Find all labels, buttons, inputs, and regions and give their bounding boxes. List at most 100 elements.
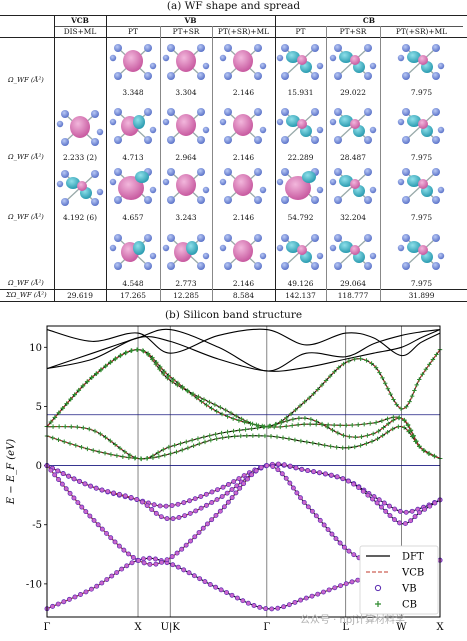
cb-marker: [353, 434, 358, 440]
cb-marker: [417, 444, 422, 449]
table-rule-top: [0, 15, 467, 16]
cb-marker: [79, 444, 84, 450]
cb-marker: [234, 413, 239, 419]
vb-marker: [170, 562, 176, 568]
vb-marker: [112, 539, 118, 545]
legend-box: [359, 545, 439, 615]
cb-marker: [396, 415, 402, 421]
y-tick-label: 10: [29, 343, 42, 354]
cb-marker: [290, 417, 296, 422]
cb-marker: [139, 456, 144, 462]
subheader: DIS+ML: [63, 27, 97, 36]
cb-marker: [175, 380, 181, 386]
cb-marker: [390, 426, 395, 432]
cb-marker: [62, 439, 67, 444]
vb-marker: [119, 566, 125, 572]
cb-marker: [432, 453, 437, 459]
cb-marker: [332, 369, 337, 374]
vb-marker: [209, 517, 215, 523]
cb-marker: [96, 449, 102, 455]
cb-marker: [315, 387, 321, 392]
cb-marker: [63, 424, 68, 429]
vb-marker: [215, 487, 220, 493]
cb-marker: [132, 456, 138, 461]
table-rule-bottom: [0, 301, 467, 302]
vb-marker: [217, 508, 223, 514]
cb-marker: [352, 356, 357, 362]
cb-marker: [331, 422, 337, 428]
vb-marker: [313, 513, 319, 519]
table-cell: 2.773: [175, 279, 197, 288]
vb-marker: [392, 506, 398, 512]
row-label: Ω_WF (Å²): [8, 76, 44, 84]
table-divider: [54, 15, 55, 301]
vb-marker: [281, 604, 287, 610]
vb-marker: [294, 490, 300, 496]
subheader: PT(+SR)+ML: [395, 27, 448, 36]
vb-marker: [93, 485, 99, 491]
vb-marker: [279, 471, 285, 477]
vb-marker: [87, 513, 93, 519]
total-cell: 29.619: [67, 291, 93, 300]
cb-marker: [308, 417, 314, 422]
cb-marker: [133, 455, 138, 460]
vb-marker: [408, 518, 414, 524]
vb-marker: [355, 577, 361, 583]
cb-marker: [406, 429, 411, 434]
cb-marker: [296, 416, 302, 421]
cb-marker: [304, 439, 310, 445]
vb-marker: [422, 506, 428, 512]
vb-marker: [374, 500, 380, 506]
cb-marker: [178, 441, 183, 446]
vcb-band-line: [46, 349, 441, 428]
vb-marker: [383, 508, 389, 514]
vb-marker: [245, 600, 251, 606]
table-divider: [212, 26, 213, 301]
cb-marker: [255, 425, 260, 431]
cb-marker: [427, 362, 432, 367]
vb-marker: [170, 516, 176, 522]
panel-b-caption: (b) Silicon band structure: [164, 309, 303, 321]
cb-marker: [365, 433, 370, 438]
cb-marker: [243, 427, 248, 432]
vb-marker: [290, 485, 296, 491]
y-tick-label: -10: [26, 579, 42, 590]
cb-marker: [219, 430, 224, 436]
vb-marker: [50, 603, 56, 609]
cb-marker: [314, 419, 319, 424]
vb-marker: [121, 547, 127, 553]
cb-marker: [165, 375, 170, 381]
cb-marker: [103, 363, 109, 369]
cb-marker: [391, 397, 396, 402]
vb-marker: [122, 493, 128, 499]
cb-marker: [228, 410, 234, 416]
cb-marker: [346, 358, 352, 364]
cb-marker: [414, 382, 419, 388]
vb-marker: [153, 561, 159, 567]
cb-marker: [417, 377, 422, 382]
cb-marker: [126, 455, 132, 460]
cb-marker: [214, 436, 219, 441]
cb-marker: [364, 441, 369, 446]
cb-marker: [60, 405, 65, 411]
vb-marker: [164, 557, 170, 563]
vb-marker: [397, 520, 402, 526]
vb-marker: [303, 595, 309, 601]
table-cell: 3.304: [175, 88, 197, 97]
cb-marker: [307, 395, 312, 401]
vb-marker: [187, 498, 192, 504]
cb-marker: [226, 434, 231, 440]
table-cell: 2.146: [232, 88, 255, 97]
cb-marker: [341, 433, 346, 438]
vb-marker: [78, 592, 83, 597]
vb-marker: [387, 503, 392, 509]
vb-marker: [379, 504, 384, 510]
vb-marker: [114, 570, 120, 575]
vb-marker: [387, 513, 393, 519]
cb-marker: [212, 402, 218, 407]
vb-marker: [236, 476, 242, 482]
cb-marker: [369, 361, 374, 366]
vb-marker: [365, 492, 371, 498]
cb-marker: [72, 392, 77, 397]
cb-marker: [385, 416, 390, 422]
